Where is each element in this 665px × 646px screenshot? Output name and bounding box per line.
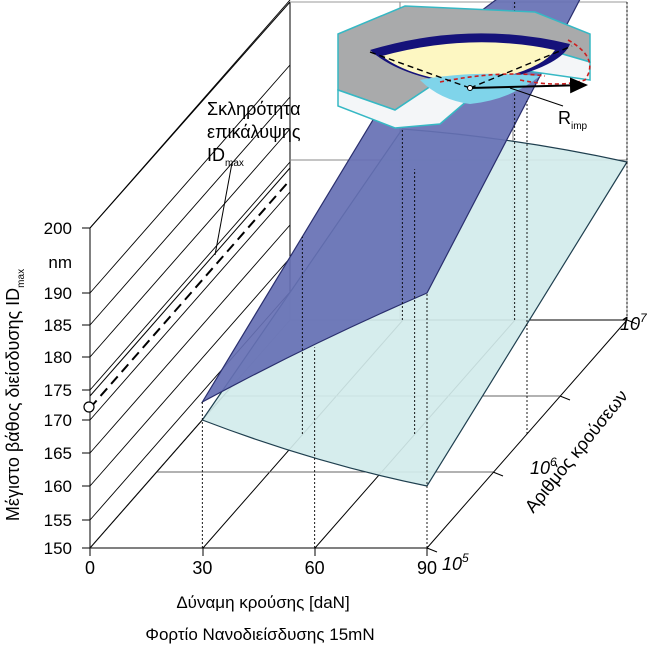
z-gridline (89, 64, 291, 294)
z-tick-label: 190 (44, 284, 72, 303)
inset-schematic: Rimp (337, 5, 591, 132)
z-tick-label: 180 (44, 348, 72, 367)
coating-hardness-marker (83, 401, 95, 413)
y-tick-label: 107 (620, 311, 648, 334)
y-tick-label: 106 (530, 455, 557, 478)
z-gridline (89, 257, 291, 487)
x-tick-label: 0 (85, 558, 95, 578)
y-tick-label: 105 (442, 551, 469, 574)
z-tick-label: 170 (44, 411, 72, 430)
inset-r-label: Rimp (558, 108, 588, 132)
x-axis-subtitle: Φορτίο Νανοδιείσδυσης 15mN (145, 625, 374, 644)
z-tick-label: 175 (44, 381, 72, 400)
x-tick-label: 60 (305, 558, 325, 578)
z-gridline (89, 224, 291, 454)
x-tick-label: 90 (417, 558, 437, 578)
z-tick-label: 185 (44, 316, 72, 335)
y-tick-labels: 105 106 107 (442, 311, 648, 574)
drop-lines (201, 0, 628, 548)
coating-hardness-line3: IDmax (207, 145, 244, 169)
x-tick-labels: 0 30 60 90 (85, 558, 437, 578)
z-gridline (89, 128, 291, 358)
coating-hardness-line2: επικάλυψης (207, 122, 301, 142)
z-gridline (89, 191, 291, 421)
coating-hardness-lines (83, 162, 291, 413)
z-tick-label: 160 (44, 477, 72, 496)
z-gridline (89, 96, 291, 326)
z-unit-label: nm (48, 253, 72, 272)
coating-hardness-line1: Σκληρότητα (207, 99, 301, 119)
z-axis-title: Μέγιστο βάθος διείσδυσης IDmax (3, 269, 27, 521)
z-tick-labels: 150 155 160 165 170 175 180 185 190 200 (44, 219, 72, 558)
z-gridline (89, 0, 291, 229)
z-gridline (89, 161, 291, 391)
x-axis-title: Δύναμη κρούσης [daN] (176, 593, 349, 612)
z-tick-label: 155 (44, 511, 72, 530)
y-axis-title: Αριθμός κρούσεων (521, 386, 632, 516)
z-grid-lines (82, 0, 291, 549)
z-tick-label: 200 (44, 219, 72, 238)
z-tick-label: 150 (44, 539, 72, 558)
z-tick-label: 165 (44, 444, 72, 463)
x-tick-label: 30 (192, 558, 212, 578)
